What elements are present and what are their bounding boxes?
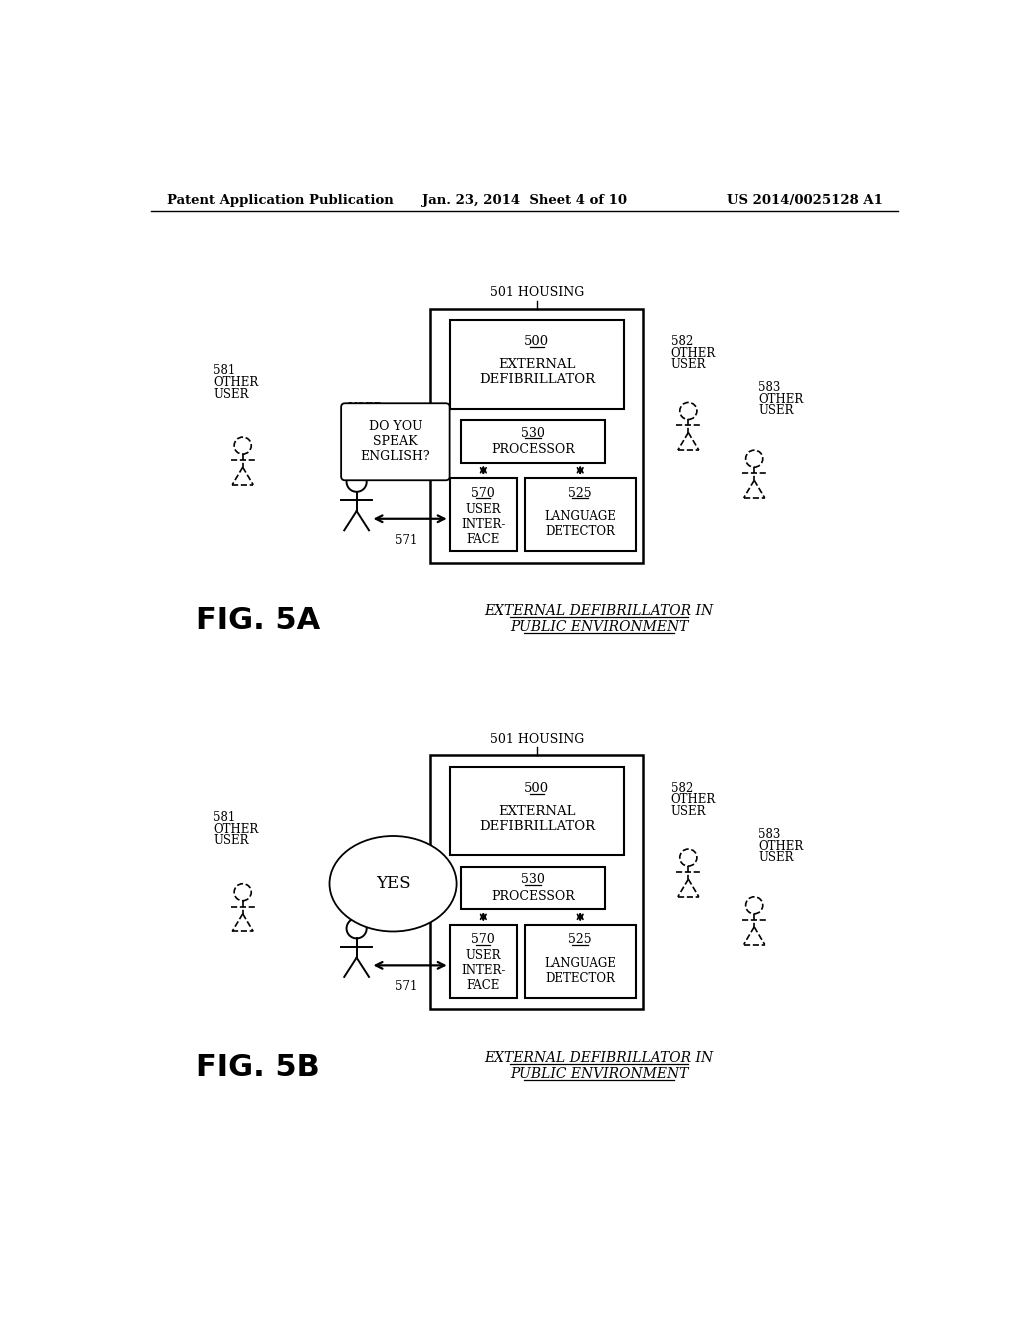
Text: USER
INTER-
FACE: USER INTER- FACE <box>461 949 506 993</box>
Text: Patent Application Publication: Patent Application Publication <box>167 194 393 207</box>
Text: FIG. 5A: FIG. 5A <box>196 606 321 635</box>
Text: 500: 500 <box>524 335 549 348</box>
Text: USER: USER <box>758 404 794 417</box>
Bar <box>524 478 636 552</box>
Text: 582: 582 <box>671 781 693 795</box>
Text: YES: YES <box>376 875 411 892</box>
Text: LANGUAGE
DETECTOR: LANGUAGE DETECTOR <box>545 510 616 539</box>
Text: 530: 530 <box>521 874 545 887</box>
Text: USER: USER <box>347 849 383 862</box>
Bar <box>524 924 636 998</box>
Text: 580: 580 <box>347 412 370 425</box>
Text: 581: 581 <box>213 810 236 824</box>
Text: OTHER: OTHER <box>213 822 258 836</box>
Text: DO YOU
SPEAK
ENGLISH?: DO YOU SPEAK ENGLISH? <box>360 420 430 463</box>
Bar <box>450 321 624 409</box>
Text: OTHER: OTHER <box>671 793 716 807</box>
Text: Jan. 23, 2014  Sheet 4 of 10: Jan. 23, 2014 Sheet 4 of 10 <box>422 194 628 207</box>
Text: 571: 571 <box>395 981 418 994</box>
Bar <box>430 309 643 562</box>
Text: PROCESSOR: PROCESSOR <box>492 890 574 903</box>
Bar <box>430 755 643 1010</box>
Text: 580: 580 <box>347 859 370 871</box>
Text: 501 HOUSING: 501 HOUSING <box>489 733 584 746</box>
Text: 500: 500 <box>524 781 549 795</box>
Text: 570: 570 <box>471 933 496 946</box>
Text: PUBLIC ENVIRONMENT: PUBLIC ENVIRONMENT <box>510 1067 688 1081</box>
Text: EXTERNAL
DEFIBRILLATOR: EXTERNAL DEFIBRILLATOR <box>479 359 595 387</box>
FancyBboxPatch shape <box>341 404 450 480</box>
Text: EXTERNAL
DEFIBRILLATOR: EXTERNAL DEFIBRILLATOR <box>479 805 595 833</box>
Ellipse shape <box>330 836 457 932</box>
Text: OTHER: OTHER <box>758 840 803 853</box>
Text: USER: USER <box>213 388 249 400</box>
Text: 583: 583 <box>758 828 780 841</box>
Text: 570: 570 <box>471 487 496 500</box>
Text: 525: 525 <box>568 487 592 500</box>
Text: US 2014/0025128 A1: US 2014/0025128 A1 <box>727 194 883 207</box>
Bar <box>461 867 604 909</box>
Bar <box>461 420 604 462</box>
Text: 501 HOUSING: 501 HOUSING <box>489 286 584 300</box>
Text: LANGUAGE
DETECTOR: LANGUAGE DETECTOR <box>545 957 616 985</box>
Text: USER: USER <box>758 851 794 865</box>
Text: FIG. 5B: FIG. 5B <box>197 1052 321 1081</box>
Text: USER: USER <box>213 834 249 847</box>
Text: PROCESSOR: PROCESSOR <box>492 444 574 455</box>
Text: 525: 525 <box>568 933 592 946</box>
Text: 571: 571 <box>395 533 418 546</box>
Text: EXTERNAL DEFIBRILLATOR IN: EXTERNAL DEFIBRILLATOR IN <box>484 605 714 618</box>
Text: USER: USER <box>671 805 706 818</box>
Text: PUBLIC ENVIRONMENT: PUBLIC ENVIRONMENT <box>510 620 688 635</box>
Text: 581: 581 <box>213 364 236 378</box>
Text: 583: 583 <box>758 381 780 395</box>
Text: OTHER: OTHER <box>213 376 258 389</box>
Bar <box>450 924 517 998</box>
Bar <box>450 767 624 855</box>
Bar <box>450 478 517 552</box>
Text: OTHER: OTHER <box>671 347 716 360</box>
Text: EXTERNAL DEFIBRILLATOR IN: EXTERNAL DEFIBRILLATOR IN <box>484 1051 714 1065</box>
Text: 530: 530 <box>521 426 545 440</box>
Text: USER: USER <box>671 358 706 371</box>
Text: OTHER: OTHER <box>758 393 803 407</box>
Text: USER: USER <box>347 403 383 416</box>
Text: USER
INTER-
FACE: USER INTER- FACE <box>461 503 506 545</box>
Text: 582: 582 <box>671 335 693 348</box>
